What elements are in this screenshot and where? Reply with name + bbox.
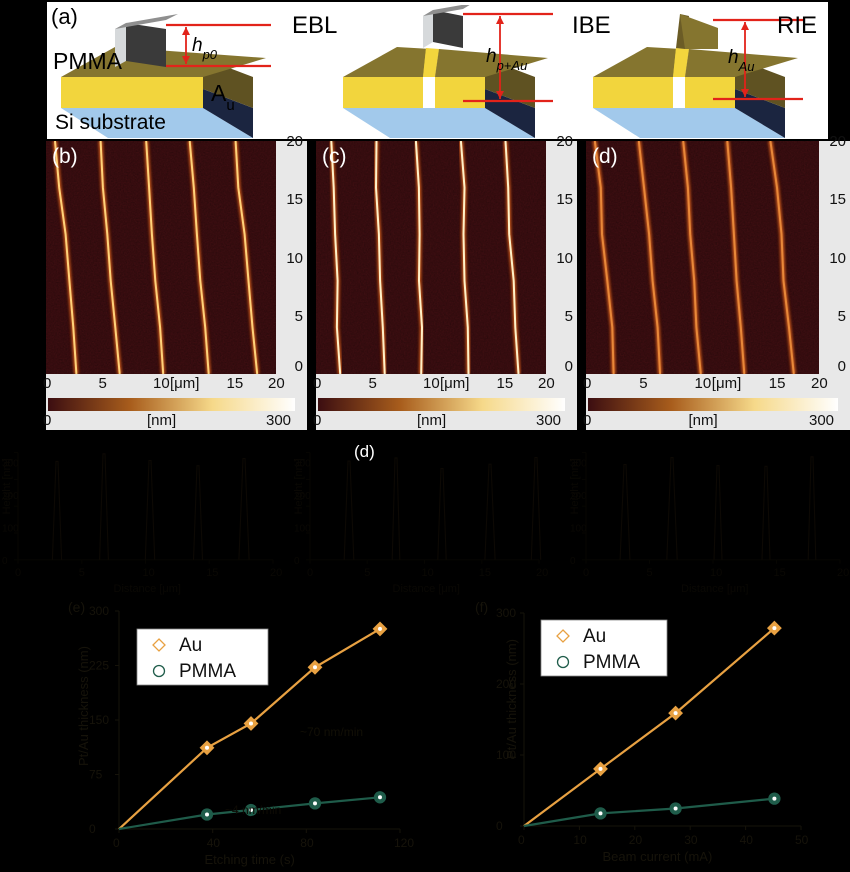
svg-text:5: 5 [79,567,85,579]
svg-text:Si substrate: Si substrate [55,111,166,134]
svg-text:150: 150 [89,713,109,727]
svg-text:300: 300 [89,604,109,618]
svg-text:Pt/Au thickness (nm): Pt/Au thickness (nm) [76,646,91,766]
svg-text:0: 0 [518,833,525,847]
svg-text:Au: Au [583,626,606,647]
svg-text:5: 5 [647,567,653,579]
svg-text:5: 5 [364,567,370,579]
svg-text:PMMA: PMMA [179,661,236,682]
svg-text:0: 0 [496,819,503,833]
svg-text:0: 0 [307,567,313,579]
svg-text:Distance [μm]: Distance [μm] [114,583,181,595]
svg-text:20: 20 [629,833,643,847]
svg-text:225: 225 [89,659,109,673]
svg-text:80: 80 [300,836,314,850]
svg-text:0: 0 [89,822,96,836]
svg-text:50: 50 [795,833,809,847]
svg-text:40: 40 [207,836,221,850]
svg-text:300: 300 [570,458,587,469]
svg-text:Distance [μm]: Distance [μm] [393,583,460,595]
svg-text:75: 75 [89,768,103,782]
svg-text:0: 0 [294,556,300,567]
svg-text:100: 100 [294,523,311,534]
svg-text:120: 120 [394,836,414,850]
svg-text:(f): (f) [475,599,488,615]
svg-text:200: 200 [294,491,311,502]
svg-text:(d): (d) [354,442,375,461]
svg-text:Distance [μm]: Distance [μm] [681,583,748,595]
svg-text:20: 20 [270,567,282,579]
svg-text:20: 20 [837,567,849,579]
svg-text:PMMA: PMMA [53,48,123,74]
svg-text:15: 15 [206,567,218,579]
svg-text:10: 10 [710,567,722,579]
svg-text:300: 300 [2,458,19,469]
svg-text:Pt/Au thickness (nm): Pt/Au thickness (nm) [504,639,519,759]
svg-text:0: 0 [583,567,589,579]
svg-text:15: 15 [479,567,491,579]
svg-text:300: 300 [496,606,516,620]
svg-text:10: 10 [422,567,434,579]
svg-text:100: 100 [570,523,587,534]
svg-text:0: 0 [570,556,576,567]
svg-text:Etching time (s): Etching time (s) [205,852,295,867]
svg-text:~4 nm/min: ~4 nm/min [225,803,281,817]
svg-text:100: 100 [2,523,19,534]
svg-text:30: 30 [684,833,698,847]
svg-text:10: 10 [573,833,587,847]
svg-text:PMMA: PMMA [583,652,640,673]
svg-text:40: 40 [740,833,754,847]
svg-text:300: 300 [294,458,311,469]
svg-text:15: 15 [774,567,786,579]
svg-text:20: 20 [536,567,548,579]
svg-text:0: 0 [113,836,120,850]
svg-text:Au: Au [179,635,202,656]
svg-text:~70 nm/min: ~70 nm/min [300,725,363,739]
svg-text:200: 200 [2,491,19,502]
svg-text:200: 200 [570,491,587,502]
svg-text:0: 0 [2,556,8,567]
svg-text:10: 10 [143,567,155,579]
svg-text:(e): (e) [68,599,85,615]
svg-text:Beam current (mA): Beam current (mA) [603,849,713,864]
svg-text:0: 0 [15,567,21,579]
